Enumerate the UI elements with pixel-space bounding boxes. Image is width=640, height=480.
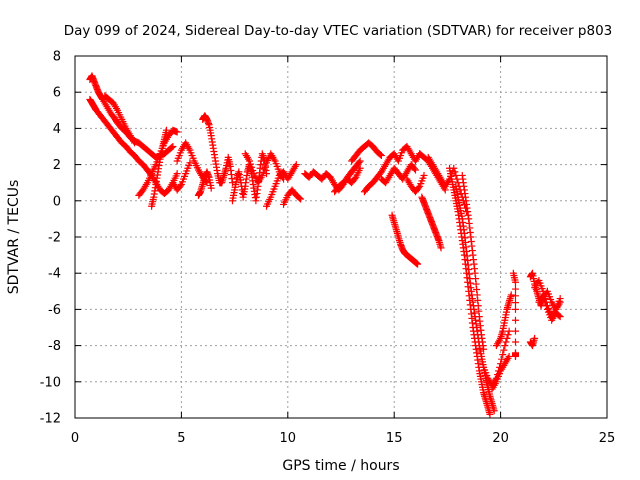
data-point xyxy=(377,152,385,160)
data-point xyxy=(376,151,384,159)
data-point xyxy=(480,345,488,353)
data-point xyxy=(296,194,304,202)
data-point xyxy=(511,338,519,346)
data-point xyxy=(505,327,513,335)
y-tick-label: 0 xyxy=(53,194,61,209)
data-point xyxy=(541,298,549,306)
data-point xyxy=(486,410,494,418)
data-point xyxy=(556,298,564,306)
data-point xyxy=(163,126,171,134)
data-point xyxy=(176,182,184,190)
data-point xyxy=(186,159,194,167)
data-point xyxy=(452,171,460,179)
data-point xyxy=(511,285,519,293)
data-point xyxy=(531,334,539,342)
data-point xyxy=(259,168,267,176)
data-point xyxy=(511,352,519,360)
data-point xyxy=(511,292,519,300)
data-point xyxy=(414,260,422,268)
y-tick-label: -10 xyxy=(40,375,61,390)
chart-title: Day 099 of 2024, Sidereal Day-to-day VTE… xyxy=(64,23,613,39)
y-tick-label: 4 xyxy=(53,122,61,137)
data-point xyxy=(500,346,508,354)
data-point xyxy=(420,171,428,179)
y-tick-label: -4 xyxy=(48,267,61,282)
x-tick-label: 5 xyxy=(177,431,185,446)
data-point xyxy=(511,278,519,286)
data-point xyxy=(261,162,269,170)
y-tick-label: -12 xyxy=(40,412,61,427)
data-point xyxy=(411,166,419,174)
data-points xyxy=(86,72,564,418)
data-point xyxy=(490,407,498,415)
grid xyxy=(75,56,607,418)
data-point xyxy=(511,316,519,324)
y-tick-label: 6 xyxy=(53,86,61,101)
data-point xyxy=(351,175,359,183)
data-point xyxy=(249,166,257,174)
y-tick-label: 2 xyxy=(53,158,61,173)
data-point xyxy=(499,351,507,359)
data-point xyxy=(258,171,266,179)
data-point xyxy=(297,195,305,203)
data-point xyxy=(507,291,515,299)
data-point xyxy=(437,244,445,252)
data-point xyxy=(542,302,550,310)
data-point xyxy=(245,157,253,165)
data-point xyxy=(556,313,564,321)
data-point xyxy=(505,352,513,360)
data-point xyxy=(260,165,268,173)
data-point xyxy=(131,139,139,147)
data-point xyxy=(168,143,176,151)
data-point xyxy=(503,334,511,342)
data-point xyxy=(247,160,255,168)
data-point xyxy=(169,143,177,150)
data-point xyxy=(207,184,215,192)
data-point xyxy=(355,158,363,166)
data-point xyxy=(555,312,563,320)
data-point xyxy=(540,295,548,303)
data-point xyxy=(451,168,459,176)
x-tick-label: 25 xyxy=(599,431,616,446)
x-tick-label: 15 xyxy=(386,431,403,446)
data-point xyxy=(173,170,181,178)
y-tick-label: 8 xyxy=(53,50,61,65)
x-axis-label: GPS time / hours xyxy=(282,458,399,474)
x-tick-label: 20 xyxy=(492,431,509,446)
data-point xyxy=(410,165,418,173)
data-point xyxy=(511,327,519,335)
x-tick-label: 0 xyxy=(71,431,79,446)
data-point xyxy=(248,163,256,171)
y-tick-label: -6 xyxy=(48,303,61,318)
data-point xyxy=(511,305,519,313)
data-point xyxy=(356,157,364,165)
data-point xyxy=(511,299,519,307)
data-point xyxy=(539,291,547,299)
y-tick-label: -8 xyxy=(48,339,61,354)
x-tick-label: 10 xyxy=(280,431,297,446)
data-point xyxy=(263,170,271,178)
data-point xyxy=(502,338,510,346)
data-point xyxy=(501,342,509,350)
y-tick-label: -2 xyxy=(48,231,61,246)
data-point xyxy=(504,331,512,339)
data-point xyxy=(356,164,364,172)
data-point xyxy=(292,161,300,169)
data-point xyxy=(498,355,506,363)
data-point xyxy=(173,128,181,136)
y-axis-label: SDTVAR / TECUs xyxy=(6,180,22,295)
data-point xyxy=(415,184,423,192)
